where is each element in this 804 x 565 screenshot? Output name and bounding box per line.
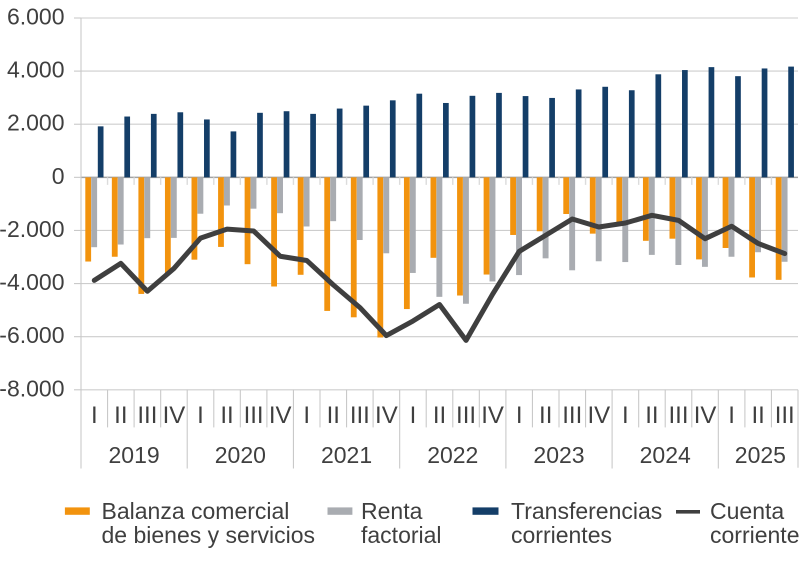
svg-text:I: I: [197, 402, 204, 429]
svg-text:Renta: Renta: [361, 498, 423, 524]
svg-text:II: II: [327, 402, 340, 429]
svg-text:6.000: 6.000: [7, 4, 65, 30]
svg-text:factorial: factorial: [361, 522, 442, 548]
svg-text:2019: 2019: [109, 442, 160, 468]
svg-text:0: 0: [52, 163, 65, 189]
svg-text:II: II: [645, 402, 658, 429]
svg-text:I: I: [303, 402, 310, 429]
svg-text:Balanza comercial: Balanza comercial: [102, 498, 290, 524]
svg-text:2020: 2020: [215, 442, 266, 468]
svg-text:IV: IV: [269, 402, 292, 429]
svg-text:-4.000: -4.000: [0, 269, 65, 295]
svg-text:2.000: 2.000: [7, 110, 65, 136]
svg-text:I: I: [91, 402, 98, 429]
svg-text:I: I: [410, 402, 417, 429]
svg-text:IV: IV: [375, 402, 398, 429]
svg-text:III: III: [456, 402, 476, 429]
svg-text:-8.000: -8.000: [0, 375, 65, 401]
svg-text:2023: 2023: [533, 442, 584, 468]
svg-text:III: III: [562, 402, 582, 429]
svg-text:-6.000: -6.000: [0, 322, 65, 348]
svg-text:2021: 2021: [321, 442, 372, 468]
svg-text:de bienes y servicios: de bienes y servicios: [102, 522, 316, 548]
svg-text:2025: 2025: [735, 442, 786, 468]
svg-text:2024: 2024: [640, 442, 691, 468]
svg-text:Transferencias: Transferencias: [511, 498, 662, 524]
svg-text:III: III: [668, 402, 688, 429]
svg-text:IV: IV: [481, 402, 504, 429]
svg-text:II: II: [539, 402, 552, 429]
svg-text:III: III: [775, 402, 795, 429]
svg-text:IV: IV: [163, 402, 186, 429]
svg-text:4.000: 4.000: [7, 57, 65, 83]
svg-text:-2.000: -2.000: [0, 216, 65, 242]
svg-text:III: III: [137, 402, 157, 429]
svg-text:II: II: [220, 402, 233, 429]
svg-text:corriente: corriente: [710, 522, 799, 548]
svg-text:I: I: [728, 402, 735, 429]
svg-text:IV: IV: [587, 402, 610, 429]
svg-text:I: I: [516, 402, 523, 429]
svg-text:I: I: [622, 402, 629, 429]
svg-text:III: III: [350, 402, 370, 429]
svg-text:II: II: [114, 402, 127, 429]
svg-text:2022: 2022: [427, 442, 478, 468]
svg-text:Cuenta: Cuenta: [710, 498, 784, 524]
svg-text:II: II: [751, 402, 764, 429]
svg-text:III: III: [244, 402, 264, 429]
svg-text:corrientes: corrientes: [511, 522, 612, 548]
svg-text:IV: IV: [694, 402, 717, 429]
svg-text:II: II: [433, 402, 446, 429]
